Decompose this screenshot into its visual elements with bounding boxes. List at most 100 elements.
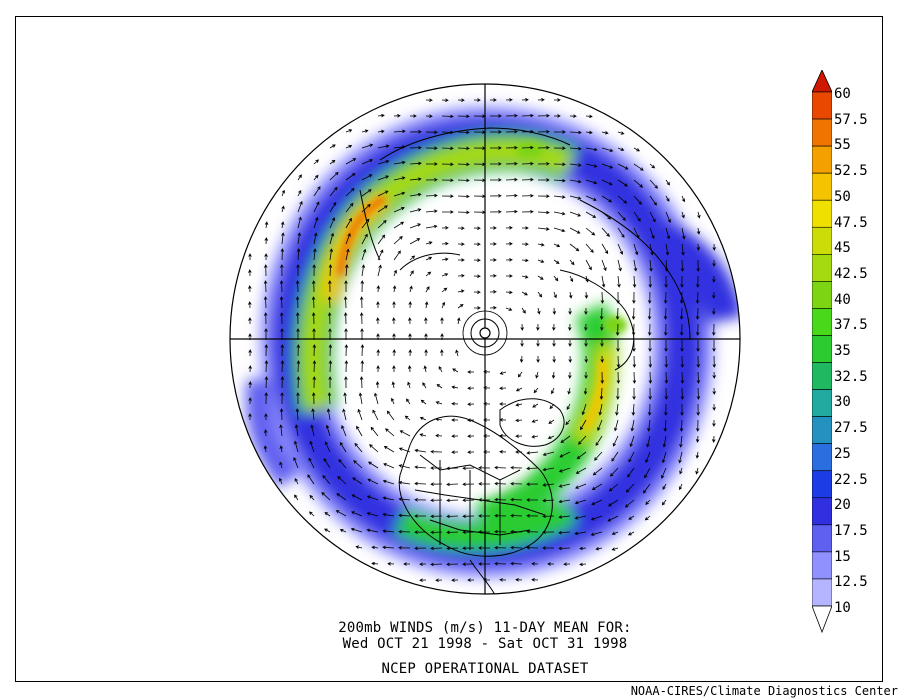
wind-vector-arrow xyxy=(344,360,349,373)
wind-vector-arrow xyxy=(624,499,635,508)
wind-vector-arrow xyxy=(430,530,443,535)
wind-vector-arrow xyxy=(696,403,700,416)
wind-vector-arrow xyxy=(537,98,545,102)
wind-vector-arrow xyxy=(505,307,513,311)
wind-vector-arrow xyxy=(649,195,657,206)
wind-vector-arrow xyxy=(696,387,701,400)
wind-vector-arrow xyxy=(264,413,268,421)
wind-vector-arrow xyxy=(531,419,539,423)
wind-vector-arrow xyxy=(515,434,523,438)
wind-vector-arrow xyxy=(408,317,412,325)
wind-vector-arrow xyxy=(553,291,557,299)
colorbar-band xyxy=(812,172,832,201)
colorbar-tick-label: 57.5 xyxy=(834,111,868,128)
wind-vector-arrow xyxy=(664,403,668,416)
wind-vector-arrow xyxy=(680,275,684,288)
wind-vector-arrow xyxy=(414,481,427,486)
wind-vector-arrow xyxy=(345,217,352,229)
wind-vector-arrow xyxy=(679,291,684,304)
wind-vector-arrow xyxy=(569,211,582,217)
wind-vector-arrow xyxy=(457,130,470,135)
wind-vector-arrow xyxy=(371,561,379,566)
wind-vector-arrow xyxy=(407,365,412,373)
wind-vector-arrow xyxy=(494,465,507,470)
wind-vector-arrow xyxy=(537,275,544,280)
wind-vector-arrow xyxy=(426,162,438,166)
wind-vector-arrow xyxy=(649,163,656,169)
wind-vector-arrow xyxy=(312,328,316,340)
wind-vector-arrow xyxy=(697,211,701,219)
wind-vector-arrow xyxy=(695,323,700,336)
wind-vector-arrow xyxy=(361,218,370,229)
wind-vector-arrow xyxy=(515,418,523,423)
wind-vector-arrow xyxy=(280,248,285,261)
wind-vector-arrow xyxy=(695,307,700,320)
wind-vector-arrow xyxy=(393,221,405,229)
wind-vector-arrow xyxy=(354,442,363,453)
wind-vector-arrow xyxy=(424,349,428,357)
wind-vector-arrow xyxy=(648,387,652,400)
colorbar-tick-label: 17.5 xyxy=(834,522,868,539)
wind-vector-arrow xyxy=(337,476,347,485)
wind-vector-arrow xyxy=(264,344,269,357)
plot-frame xyxy=(15,16,883,682)
wind-vector-arrow xyxy=(633,195,642,205)
wind-vector-arrow xyxy=(574,515,587,520)
wind-vector-arrow xyxy=(569,130,582,135)
wind-vector-arrow xyxy=(361,129,369,133)
wind-vector-arrow xyxy=(473,306,481,310)
wind-vector-arrow xyxy=(441,98,449,102)
wind-vector-arrow xyxy=(309,511,315,517)
wind-vector-arrow xyxy=(264,392,268,405)
wind-vector-arrow xyxy=(296,392,300,405)
wind-vector-arrow xyxy=(489,226,497,230)
wind-vector-arrow xyxy=(341,425,347,437)
wind-vector-arrow xyxy=(559,451,571,458)
wind-vector-arrow xyxy=(615,307,620,320)
wind-vector-arrow xyxy=(600,340,604,347)
wind-vector-arrow xyxy=(376,349,380,357)
colorbar-tick-label: 25 xyxy=(834,445,851,462)
colorbar-band xyxy=(812,145,832,174)
wind-vector-arrow xyxy=(264,376,269,389)
wind-vector-arrow xyxy=(248,301,252,309)
wind-vector-arrow xyxy=(499,418,507,422)
wind-vector-arrow xyxy=(294,424,299,437)
wind-vector-arrow xyxy=(625,483,635,493)
wind-vector-arrow xyxy=(585,227,596,236)
wind-vector-arrow xyxy=(446,498,459,503)
wind-vector-arrow xyxy=(377,113,385,118)
wind-vector-arrow xyxy=(558,546,571,551)
wind-vector-arrow xyxy=(521,193,534,198)
wind-vector-arrow xyxy=(551,387,555,395)
wind-vector-arrow xyxy=(344,344,349,357)
wind-vector-arrow xyxy=(632,355,637,368)
wind-vector-arrow xyxy=(617,243,623,255)
wind-vector-arrow xyxy=(679,467,683,475)
wind-vector-arrow xyxy=(387,562,395,566)
wind-vector-arrow xyxy=(441,130,454,135)
wind-vector-arrow xyxy=(393,206,405,213)
wind-vector-arrow xyxy=(615,403,619,416)
wind-vector-arrow xyxy=(452,368,459,373)
wind-vector-arrow xyxy=(382,545,395,550)
wind-vector-arrow xyxy=(568,323,572,331)
wind-vector-arrow xyxy=(296,328,300,340)
colorbar-tick-label: 45 xyxy=(834,240,851,257)
wind-vector-arrow xyxy=(345,129,353,133)
wind-vector-arrow xyxy=(521,275,529,279)
wind-vector-arrow xyxy=(345,144,353,149)
wind-vector-arrow xyxy=(489,130,502,134)
wind-vector-arrow xyxy=(695,467,699,475)
wind-vector-arrow xyxy=(430,514,443,519)
wind-vector-arrow xyxy=(414,498,427,502)
wind-vector-arrow xyxy=(441,194,454,198)
wind-vector-arrow xyxy=(393,250,401,261)
wind-vector-arrow xyxy=(361,174,373,181)
wind-vector-arrow xyxy=(393,269,397,277)
wind-vector-arrow xyxy=(248,269,252,277)
wind-vector-arrow xyxy=(310,424,315,437)
wind-vector-arrow xyxy=(457,178,470,183)
wind-vector-arrow xyxy=(451,402,459,406)
wind-vector-arrow xyxy=(440,349,444,357)
